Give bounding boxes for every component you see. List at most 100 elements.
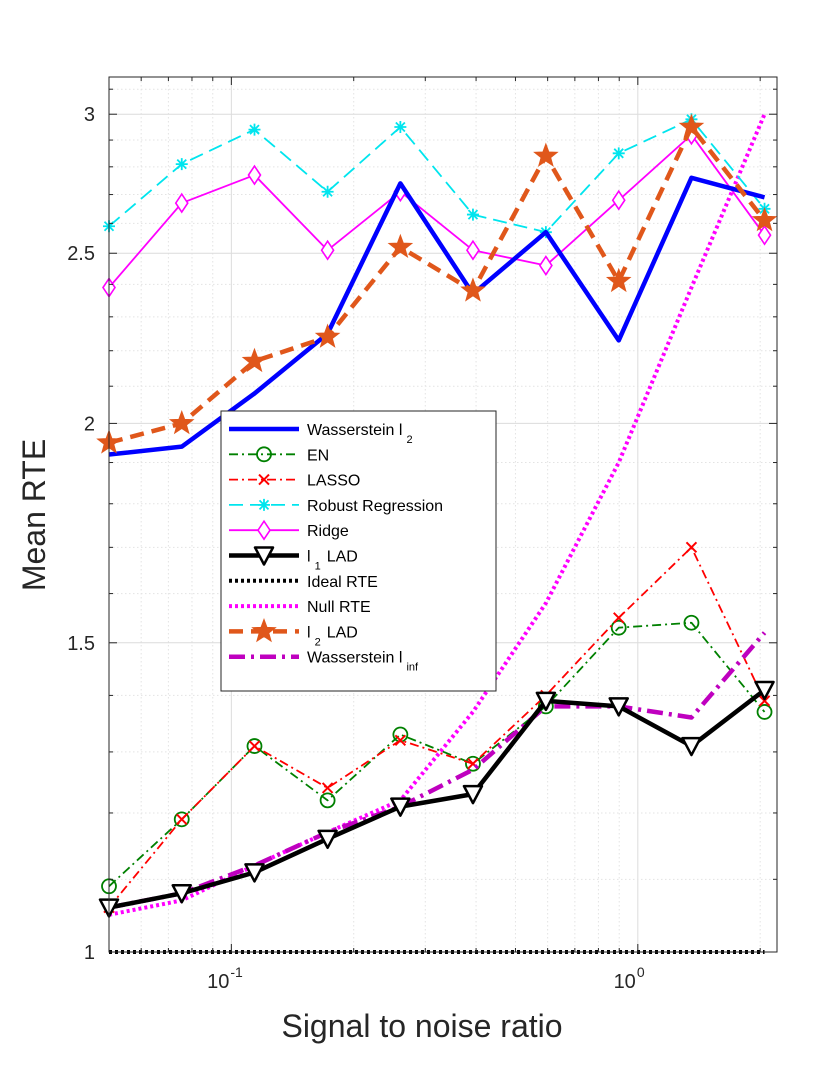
data-point-l2-lad [605,267,632,293]
legend-marker [256,446,272,463]
data-point-robust [248,123,261,136]
data-point-en [683,614,700,631]
legend-entry-en: EN [229,446,329,464]
legend-entry-wass-l2: Wasserstein l 2 [229,422,413,446]
x-tick-label: 10 0 [614,964,645,993]
data-point-l1-lad [462,784,484,805]
x-tick-exponent: 0 [637,964,645,980]
data-point-l2-lad [241,347,268,373]
data-point-l1-lad [608,697,629,717]
legend-marker [257,519,271,541]
series-line-l1-lad [108,688,766,910]
series-line-en [108,621,766,887]
legend-label: l [307,549,311,566]
data-point-ridge [174,192,189,214]
y-tick-label: 1 [84,942,95,964]
data-point-l2-lad [387,233,414,259]
legend-label: l [307,624,311,641]
legend-label: LASSO [307,473,360,490]
data-point-lasso [758,695,771,707]
y-axis-label: Mean RTE [16,439,52,591]
data-point-lasso [394,734,407,746]
series-ridge [102,124,772,299]
legend-label: Wasserstein l [307,422,402,439]
legend-subscript: 1 [315,561,321,573]
legend-suffix: LAD [327,549,358,566]
y-tick-label: 3 [84,104,95,126]
data-point-l2-lad [678,113,705,138]
y-tick-label: 2 [84,413,95,435]
data-point-ridge [247,164,262,186]
data-point-l1-lad [390,797,411,817]
x-tick-base: 10 [207,971,229,993]
series-line-ridge [108,133,766,289]
data-point-l2-lad [751,206,778,232]
legend-entry-ridge: Ridge [229,519,349,541]
data-point-en [246,738,263,754]
data-point-en [756,704,773,720]
series-wass-linf [108,631,767,910]
x-tick-label: 10 -1 [207,964,243,993]
legend-entry-l1-lad: l1 LAD [229,546,358,573]
legend-entry-null: Null RTE [229,599,371,616]
legend-marker [253,546,275,566]
series-l1-lad [98,680,775,918]
data-point-robust [175,158,188,171]
data-point-lasso [321,782,334,794]
legend-label: Null RTE [307,599,371,616]
axes [108,76,778,953]
legend-entry-lasso: LASSO [229,473,360,490]
legend-label: Ridge [307,523,349,540]
legend: Wasserstein l 2 EN LASSO Robust Regression Ri… [220,410,497,692]
x-tick-base: 10 [614,971,636,993]
data-point-lasso [685,541,698,554]
x-tick-exponent: -1 [230,964,243,980]
legend-subscript: 2 [406,434,412,446]
data-point-lasso [176,813,188,826]
data-point-ridge [465,239,480,261]
legend-label: Ideal RTE [307,574,378,591]
data-point-robust [612,147,625,160]
series-line-robust [108,118,766,234]
legend-entry-ideal: Ideal RTE [229,574,378,591]
data-point-l1-lad [244,863,265,883]
data-point-robust [394,121,407,134]
data-point-l1-lad [754,680,775,701]
axes-box [108,76,778,953]
data-point-l1-lad [317,829,338,850]
data-point-ridge [757,224,772,246]
x-axis-label: Signal to noise ratio [281,1008,562,1044]
data-point-l1-lad [681,736,702,757]
series-line-lasso [108,546,766,909]
legend-marker [258,473,270,486]
data-point-en [610,619,627,636]
data-point-l1-lad [535,691,557,712]
data-point-robust [466,208,479,221]
data-point-lasso [613,612,625,624]
data-point-robust [321,185,334,198]
data-point-lasso [248,740,261,752]
legend-marker [251,617,277,643]
data-point-ridge [611,189,626,211]
legend-label: EN [307,447,329,464]
y-tick-label: 2.5 [67,243,95,265]
legend-label: Robust Regression [307,498,443,515]
data-point-en [173,811,190,828]
legend-entry-wass-linf: Wasserstein l inf [229,650,419,674]
series-line-wass-linf [108,631,767,910]
legend-subscript: inf [406,662,419,674]
data-point-l1-lad [171,884,192,904]
data-point-ridge [538,255,553,276]
data-point-l2-lad [533,142,559,167]
series-wass-l2 [108,175,766,457]
series-line-wass-l2 [108,175,766,457]
data-point-en [465,755,481,772]
legend-entry-l2-lad: l2 LAD [229,617,358,648]
legend-label: Wasserstein l [307,650,402,667]
series-line-l2-lad [108,124,767,445]
legend-suffix: LAD [327,624,358,641]
legend-subscript: 2 [315,636,321,648]
y-tick-label: 1.5 [67,633,95,655]
